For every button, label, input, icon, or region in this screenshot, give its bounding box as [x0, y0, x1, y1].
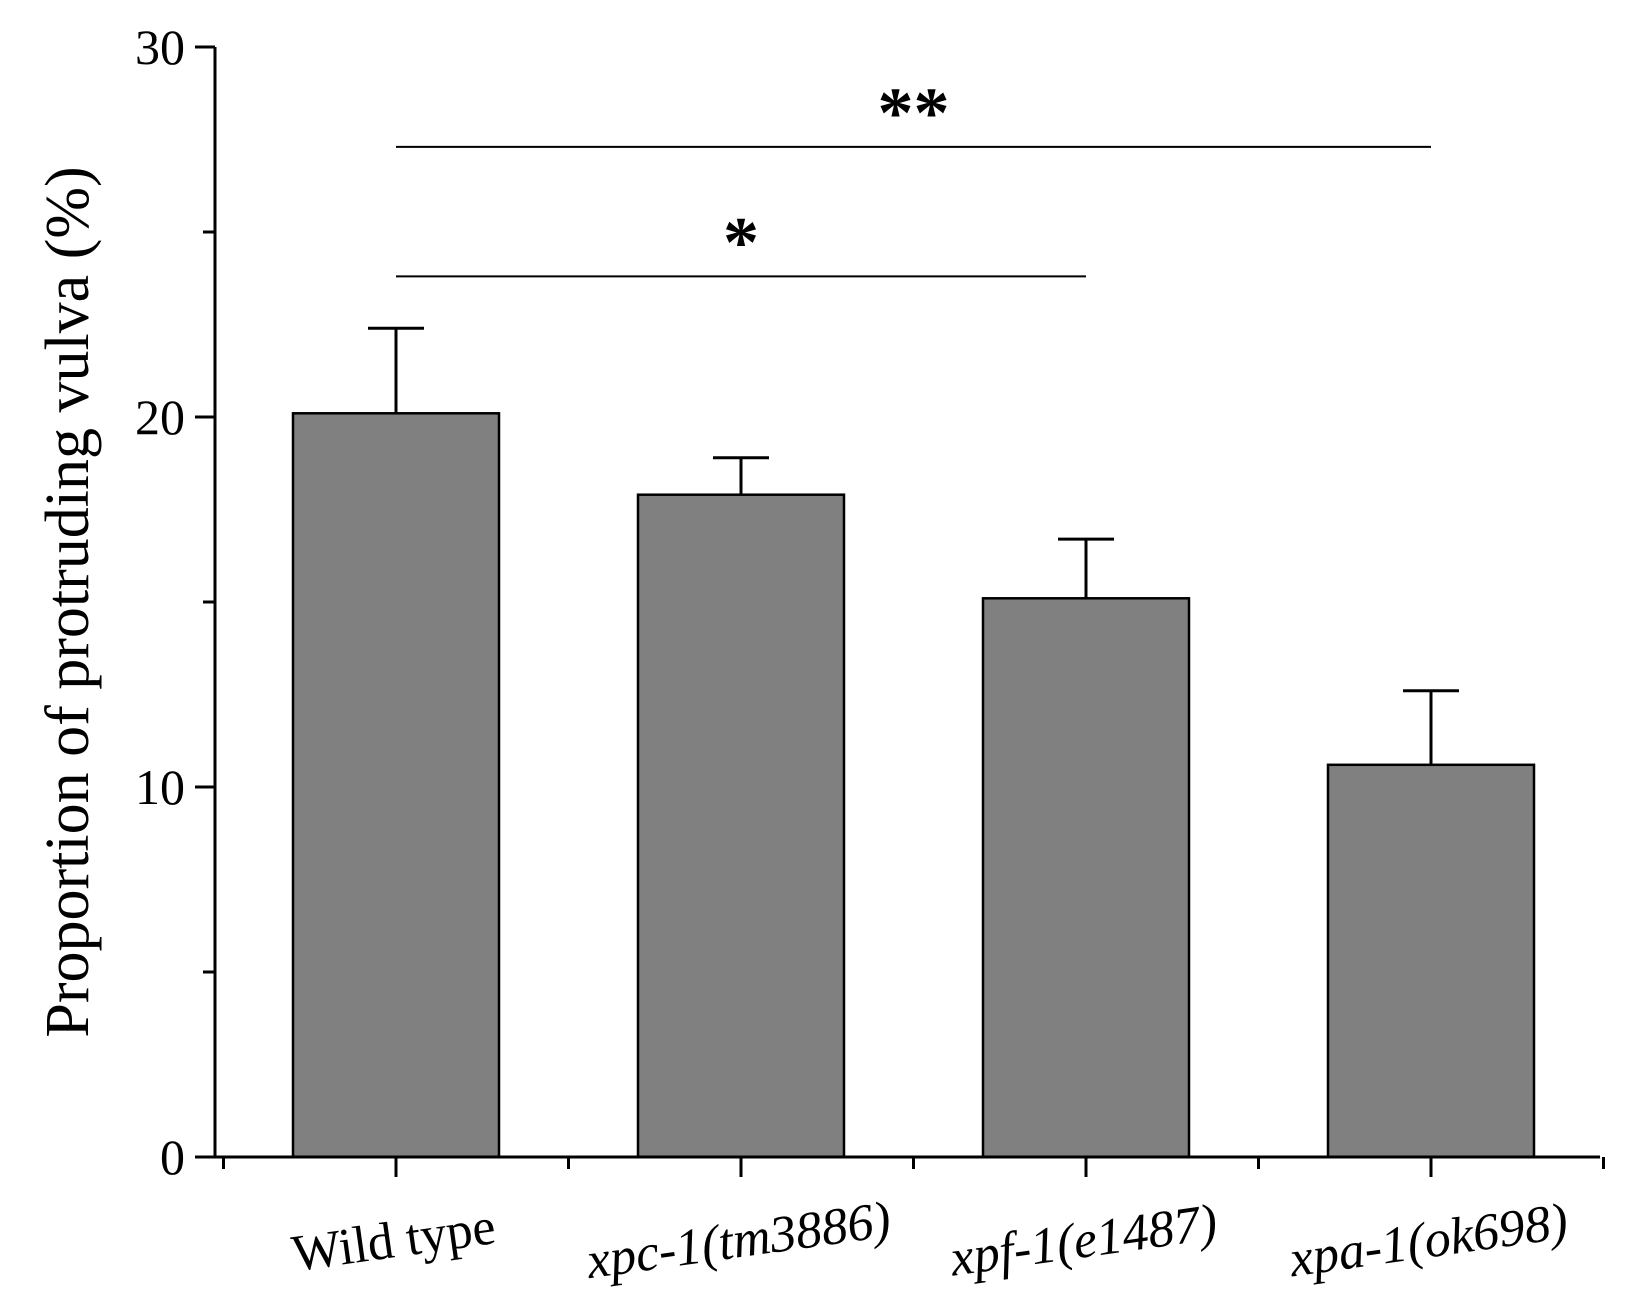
y-tick-label-0: 0	[160, 1129, 185, 1185]
significance-group: ***	[396, 73, 1431, 282]
significance-label-1: **	[878, 73, 950, 153]
error-bars-group	[368, 326, 1459, 765]
bar-1	[636, 493, 846, 1159]
x-category-label-2: xpf-1(e1487)	[946, 1194, 1221, 1288]
x-category-label-3: xpa-1(ok698)	[1285, 1193, 1571, 1289]
x-category-label-0: Wild type	[289, 1198, 499, 1283]
bar-2	[981, 597, 1191, 1159]
y-tick-label-20: 20	[135, 389, 185, 445]
bar-3	[1326, 763, 1536, 1159]
x-category-label-1: xpc-1(tm3886)	[582, 1191, 894, 1290]
bar-0	[291, 412, 501, 1159]
y-tick-label-10: 10	[135, 759, 185, 815]
y-axis-title: Proportion of protruding vulva (%)	[34, 166, 102, 1037]
bars-group	[291, 412, 1536, 1159]
axes-group: 0 10 20 30	[135, 19, 1605, 1185]
significance-label-0: *	[723, 202, 759, 282]
y-tick-label-30: 30	[135, 19, 185, 75]
